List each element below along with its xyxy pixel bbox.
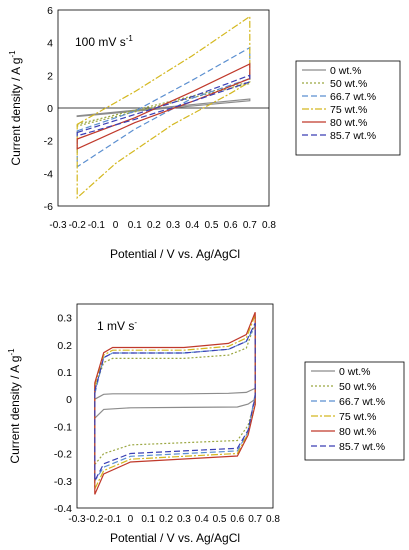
y-tick-label: -2 xyxy=(44,136,53,148)
x-tick-label: -0.3 xyxy=(49,220,67,231)
x-tick-label: -0.2 xyxy=(69,220,87,231)
annotation-bottom: 1 mV s- xyxy=(97,318,137,333)
y-tick-labels-top: -6 -4 -2 0 2 4 6 xyxy=(44,5,54,213)
legend-label: 0 wt.% xyxy=(330,65,362,77)
legend-label: 50 wt.% xyxy=(330,78,367,90)
legend-label: 85.7 wt.% xyxy=(339,441,385,453)
x-tick-label: 0.8 xyxy=(266,514,280,525)
x-tick-label: 0.7 xyxy=(248,514,262,525)
y-tick-label: 0.3 xyxy=(57,313,72,325)
legend-top: 0 wt.%50 wt.%66.7 wt.%75 wt.%80 wt.%85.7… xyxy=(295,60,401,156)
legend-label: 75 wt.% xyxy=(339,411,376,423)
x-tick-label: -0.1 xyxy=(104,514,122,525)
x-tick-label: 0.3 xyxy=(166,220,180,231)
legend-label: 66.7 wt.% xyxy=(330,91,376,103)
x-tick-label: 0.4 xyxy=(195,514,209,525)
legend-label: 66.7 wt.% xyxy=(339,396,385,408)
legend-bottom: 0 wt.% 50 wt.% 66.7 wt.% 75 wt.% 80 wt.% 85.7… xyxy=(304,361,405,461)
y-tick-label: -0.2 xyxy=(54,449,72,461)
panel-top: -6 -4 -2 0 2 4 6 -0.3 -0.2 -0.1 0 0.1 0.2 0.3 0.4 0.5 0… xyxy=(8,5,401,261)
x-tick-label: -0.3 xyxy=(68,514,86,525)
legend-label: 80 wt.% xyxy=(330,117,367,129)
x-tick-label: 0.1 xyxy=(128,220,142,231)
y-tick-labels-bottom: -0.4 -0.3 -0.2 -0.1 0 0.1 0.2 0.3 xyxy=(54,313,72,515)
x-axis-label-bottom: Potential / V vs. Ag/AgCl xyxy=(110,531,240,545)
y-tick-label: -0.3 xyxy=(54,476,72,488)
y-tick-label: -6 xyxy=(44,201,53,213)
x-tick-labels-top: -0.3 -0.2 -0.1 0 0.1 0.2 0.3 0.4 0.5 0.6 0.7 0.8 xyxy=(49,220,276,231)
y-tick-label: 2 xyxy=(47,70,53,82)
y-tick-label: -4 xyxy=(44,168,53,180)
x-tick-label: 0.5 xyxy=(205,220,219,231)
series-line xyxy=(76,98,251,118)
x-tick-label: 0.8 xyxy=(262,220,276,231)
legend-items-bottom: 0 wt.% 50 wt.% 66.7 wt.% 75 wt.% 80 wt.% 85.7… xyxy=(311,366,385,453)
y-tick-label: 0.1 xyxy=(57,367,72,379)
series-line xyxy=(76,46,251,168)
x-tick-label: 0.2 xyxy=(159,514,173,525)
y-tick-label: 4 xyxy=(47,38,53,50)
annotation-top: 100 mV s-1 xyxy=(75,34,133,49)
x-tick-label: 0 xyxy=(128,514,134,525)
legend-label: 75 wt.% xyxy=(330,104,367,116)
x-tick-label: 0.7 xyxy=(243,220,257,231)
x-tick-label: -0.2 xyxy=(86,514,104,525)
panel-bottom: -0.4-0.3-0.2-0.100.10.20.3 -0.3 -0.2 -0.1 0… xyxy=(7,303,405,545)
series-line xyxy=(76,15,251,200)
x-tick-label: 0 xyxy=(113,220,119,231)
y-tick-label: 0.2 xyxy=(57,340,72,352)
y-tick-label: -0.1 xyxy=(54,421,72,433)
legend-label: 80 wt.% xyxy=(339,426,376,438)
series-line xyxy=(94,323,256,483)
y-axis-label-bottom: Current density / A g-1 xyxy=(7,348,22,464)
x-tick-label: 0.2 xyxy=(147,220,161,231)
x-tick-label: 0.6 xyxy=(224,220,238,231)
x-tick-label: 0.3 xyxy=(177,514,191,525)
legend-items-top: 0 wt.%50 wt.%66.7 wt.%75 wt.%80 wt.%85.7… xyxy=(302,65,376,142)
series-group-top xyxy=(76,15,251,200)
legend-label: 85.7 wt.% xyxy=(330,130,376,142)
y-tick-label: -0.4 xyxy=(54,503,72,515)
plot-area-bottom xyxy=(76,303,274,509)
x-tick-label: -0.1 xyxy=(88,220,106,231)
legend-label: 50 wt.% xyxy=(339,381,376,393)
x-tick-label: 0.1 xyxy=(141,514,155,525)
legend-label: 0 wt.% xyxy=(339,366,371,378)
legend-box-top xyxy=(295,60,401,156)
x-tick-label: 0.5 xyxy=(213,514,227,525)
y-axis-label-top: Current density / A g-1 xyxy=(8,50,23,166)
y-tick-label: 6 xyxy=(47,5,53,17)
y-tick-label: 0 xyxy=(47,103,53,115)
x-tick-label: 0.4 xyxy=(185,220,199,231)
x-tick-labels-bottom: -0.3 -0.2 -0.1 0 0.1 0.2 0.3 0.4 0.5 0.6 0.7 0.8 xyxy=(68,514,280,525)
x-tick-label: 0.6 xyxy=(230,514,244,525)
x-axis-label-top: Potential / V vs. Ag/AgCl xyxy=(110,247,240,261)
y-tick-label: 0 xyxy=(66,394,72,406)
legend-box-bottom xyxy=(304,361,405,461)
series-line xyxy=(94,311,256,495)
series-group-bottom xyxy=(94,311,256,495)
series-line xyxy=(94,322,256,482)
series-line xyxy=(94,322,256,467)
